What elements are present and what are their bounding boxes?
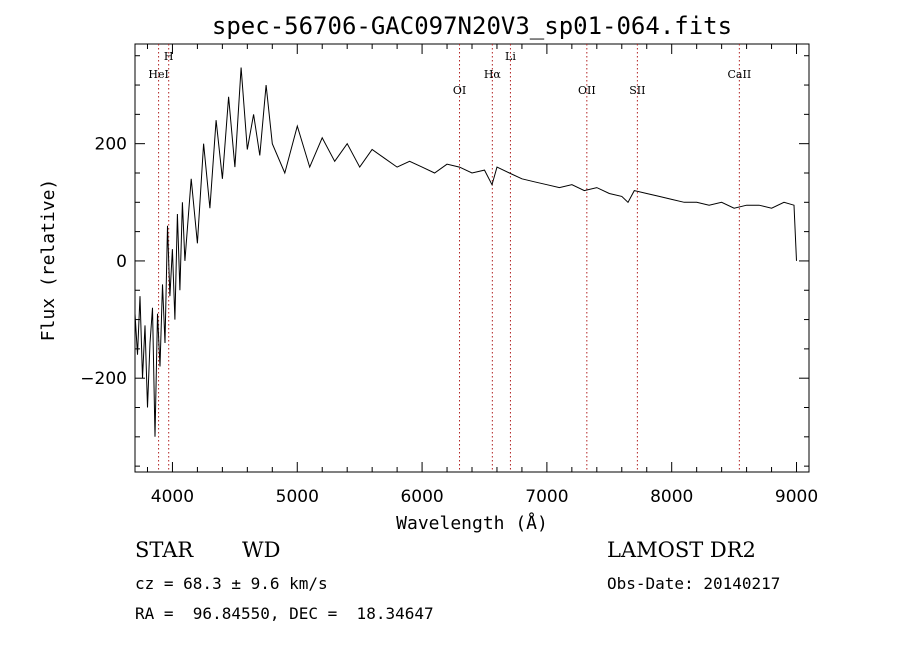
x-tick-labels: 4000 5000 6000 7000 8000 9000 bbox=[151, 487, 818, 507]
object-subclass: WD bbox=[242, 538, 281, 562]
spectrum-line bbox=[134, 67, 797, 437]
plot-frame bbox=[134, 43, 810, 473]
y-axis-label: Flux (relative) bbox=[38, 179, 59, 342]
y-tick-label: −200 bbox=[80, 369, 127, 389]
marker-label-H: H bbox=[164, 50, 174, 63]
x-tick-label: 5000 bbox=[276, 487, 319, 507]
marker-label-Li: Li bbox=[505, 50, 516, 63]
marker-label-SII: SII bbox=[629, 84, 645, 97]
survey-name: LAMOST DR2 bbox=[607, 538, 756, 562]
x-tick-label: 9000 bbox=[775, 487, 818, 507]
marker-label-OI: OI bbox=[453, 84, 466, 97]
y-tick-label: 0 bbox=[116, 252, 127, 272]
object-class: STAR bbox=[135, 538, 194, 562]
chart-title: spec-56706-GAC097N20V3_sp01-064.fits bbox=[212, 12, 732, 40]
marker-label-OII: OII bbox=[578, 84, 596, 97]
redshift-velocity: cz = 68.3 ± 9.6 km/s bbox=[135, 574, 328, 593]
observation-date: Obs-Date: 20140217 bbox=[607, 574, 781, 593]
x-axis-label: Wavelength (Å) bbox=[396, 512, 548, 534]
axis-ticks bbox=[135, 44, 809, 472]
marker-label-CaII: CaII bbox=[728, 68, 752, 81]
marker-label-HeI: HeI bbox=[148, 68, 168, 81]
x-tick-label: 8000 bbox=[650, 487, 693, 507]
coordinates: RA = 96.84550, DEC = 18.34647 bbox=[135, 604, 434, 623]
y-tick-labels: −200 0 200 bbox=[80, 135, 127, 390]
x-tick-label: 7000 bbox=[525, 487, 568, 507]
x-tick-label: 6000 bbox=[400, 487, 443, 507]
marker-label-Hα: Hα bbox=[484, 68, 502, 81]
emission-line-markers bbox=[158, 44, 740, 472]
x-tick-label: 4000 bbox=[151, 487, 194, 507]
y-tick-label: 200 bbox=[95, 135, 127, 155]
